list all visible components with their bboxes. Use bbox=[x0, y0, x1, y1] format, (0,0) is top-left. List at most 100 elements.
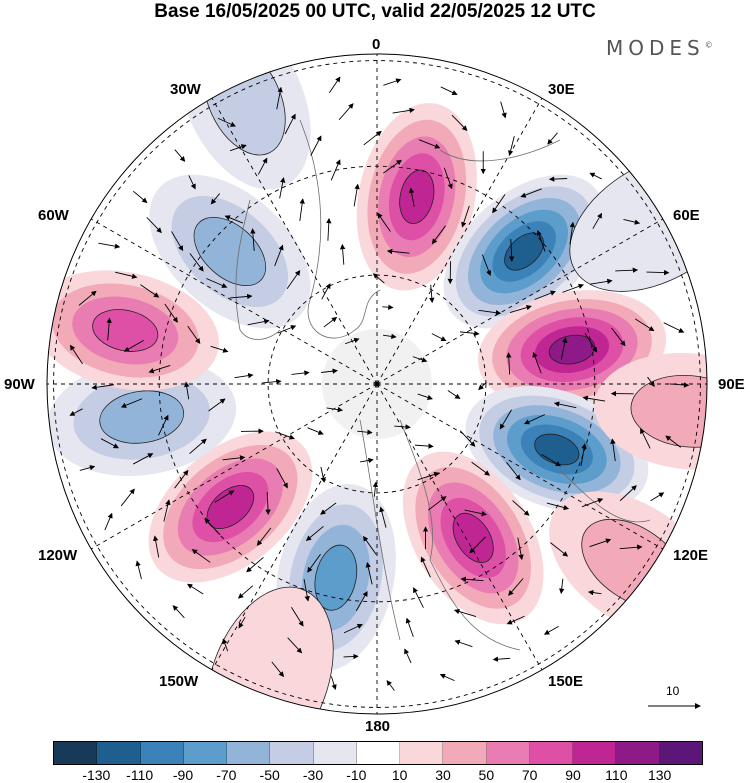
wind-arrow bbox=[650, 492, 665, 502]
wind-arrow bbox=[222, 455, 246, 461]
colorbar-tick-label: 130 bbox=[647, 767, 672, 783]
wind-arrow bbox=[492, 194, 506, 214]
wind-arrow bbox=[275, 431, 295, 440]
anomaly-contour bbox=[548, 334, 596, 365]
anomaly-contour bbox=[504, 232, 545, 271]
wind-arrow bbox=[276, 468, 288, 489]
colorbar-cell bbox=[400, 742, 444, 764]
wind-arrow bbox=[506, 462, 521, 481]
wind-arrow bbox=[163, 499, 171, 522]
wind-arrow bbox=[569, 221, 575, 245]
wind-arrow bbox=[506, 615, 525, 625]
wind-arrow bbox=[172, 605, 185, 619]
modes-logo: MODES© bbox=[606, 36, 713, 60]
colorbar-cell bbox=[54, 742, 98, 764]
wind-arrow bbox=[431, 225, 446, 245]
wind-arrow bbox=[669, 382, 690, 388]
wind-arrow bbox=[532, 351, 542, 374]
wind-arrow bbox=[418, 139, 441, 149]
wind-arrow bbox=[550, 542, 569, 557]
colorbar-cell bbox=[270, 742, 314, 764]
wind-arrow bbox=[206, 278, 228, 288]
meridian-line bbox=[376, 383, 543, 671]
wind-arrow bbox=[229, 293, 253, 300]
anomaly-cell bbox=[149, 174, 311, 329]
wind-arrow bbox=[276, 86, 283, 110]
wind-arrow bbox=[634, 318, 655, 332]
wind-arrow bbox=[543, 626, 559, 635]
wind-arrow bbox=[499, 409, 512, 430]
wind-arrow bbox=[100, 438, 119, 449]
wind-arrow bbox=[560, 337, 568, 360]
wind-arrow bbox=[238, 616, 246, 629]
wind-arrow bbox=[191, 549, 211, 563]
wind-arrow bbox=[506, 352, 512, 375]
colorbar-ticks: -130 -110 -90 -70 -50 -30 -10 10 30 50 70 90 110 130 bbox=[53, 767, 703, 783]
wind-arrow bbox=[320, 466, 326, 483]
wind-arrow bbox=[417, 393, 433, 400]
colorbar-tick-label: -50 bbox=[259, 767, 280, 783]
wind-arrow bbox=[224, 215, 244, 224]
wind-arrow bbox=[123, 339, 144, 352]
wind-arrow bbox=[326, 217, 332, 241]
wind-arrow bbox=[469, 536, 486, 554]
wind-arrow bbox=[581, 498, 604, 508]
wind-arrow bbox=[343, 623, 363, 634]
wind-arrow bbox=[553, 401, 577, 409]
wind-arrow bbox=[646, 269, 670, 276]
map-boundary bbox=[46, 53, 708, 715]
lon-label-30e: 30E bbox=[548, 81, 575, 98]
anomaly-contour bbox=[206, 485, 255, 530]
wind-arrow bbox=[508, 238, 515, 262]
wind-arrow bbox=[524, 414, 546, 425]
wind-arrow bbox=[592, 212, 603, 229]
wind-arrow bbox=[492, 656, 511, 662]
wind-arrow bbox=[310, 135, 322, 156]
wind-arrow bbox=[247, 318, 270, 326]
wind-arrow bbox=[478, 309, 502, 316]
wind-arrow bbox=[440, 86, 458, 95]
wind-arrow bbox=[330, 159, 341, 181]
lon-label-120w: 120W bbox=[38, 547, 78, 564]
wind-arrow bbox=[464, 509, 488, 517]
wind-arrow bbox=[508, 136, 515, 156]
wind-arrow bbox=[307, 427, 324, 435]
anomaly-field bbox=[47, 54, 707, 714]
colorbar-tick-label: -90 bbox=[172, 767, 194, 783]
wind-arrow bbox=[277, 325, 297, 334]
wind-arrow bbox=[140, 284, 160, 298]
wind-arrow bbox=[439, 673, 455, 682]
wind-arrow bbox=[359, 457, 374, 464]
colorbar-tick-label: 30 bbox=[435, 767, 451, 783]
lon-label-180: 180 bbox=[365, 718, 391, 735]
wind-arrow bbox=[98, 242, 121, 249]
colorbar-tick-label: 50 bbox=[478, 767, 495, 783]
wind-arrow bbox=[339, 243, 346, 265]
wind-arrow bbox=[584, 332, 598, 353]
wind-arrow bbox=[188, 175, 196, 190]
anomaly-contour bbox=[630, 375, 707, 448]
wind-arrow bbox=[431, 333, 447, 342]
wind-arrow bbox=[210, 345, 229, 353]
wind-arrow bbox=[619, 485, 637, 502]
wind-arrow bbox=[287, 637, 303, 654]
wind-arrow bbox=[562, 283, 584, 293]
wind-arrow bbox=[640, 428, 651, 449]
wind-arrow bbox=[286, 269, 301, 289]
meridian-line bbox=[211, 97, 378, 385]
anomaly-cell bbox=[356, 103, 477, 291]
wind-arrow bbox=[355, 590, 368, 612]
wind-arrow bbox=[428, 496, 447, 511]
wind-arrow bbox=[520, 188, 542, 198]
wind-arrow bbox=[234, 372, 254, 379]
colorbar-tick-label: 90 bbox=[565, 767, 581, 783]
lon-label-0: 0 bbox=[372, 36, 381, 53]
wind-arrow bbox=[372, 273, 385, 284]
wind-arrow bbox=[405, 617, 414, 637]
wind-arrow bbox=[383, 78, 402, 86]
wind-arrow bbox=[171, 231, 184, 252]
wind-arrow bbox=[582, 395, 606, 402]
wind-arrow bbox=[534, 290, 556, 300]
wind-arrow bbox=[132, 453, 154, 465]
